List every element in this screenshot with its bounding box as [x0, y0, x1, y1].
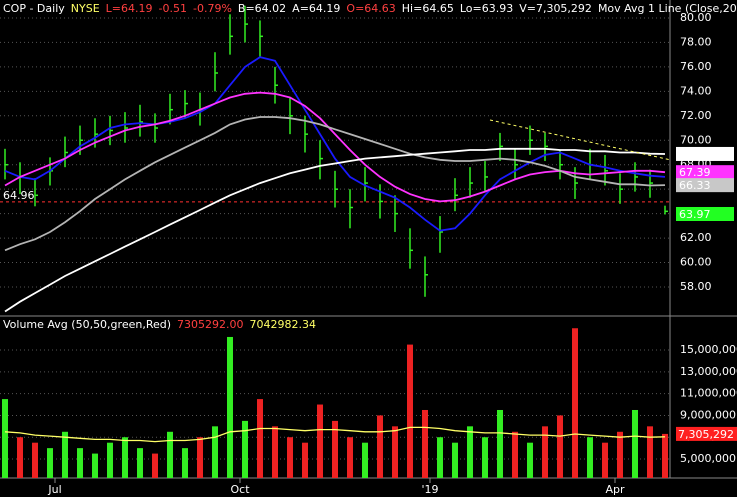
price-tag-box [676, 178, 734, 193]
y-tick-label: 74.00 [680, 84, 712, 97]
volume-average [4, 426, 666, 443]
volume-bar [557, 415, 563, 478]
volume-bar [617, 431, 623, 478]
volume-bar [632, 409, 638, 478]
volume-bar [572, 328, 578, 478]
volume-bar [197, 437, 203, 478]
volume-bar [467, 426, 473, 478]
header-item: -0.79% [193, 2, 232, 15]
volume-bar [122, 437, 128, 478]
volume-bar [482, 437, 488, 478]
header-item: Hi=64.65 [402, 2, 454, 15]
volume-bar [512, 431, 518, 478]
y-tick-label: 13,000,000 [680, 365, 737, 378]
x-tick-label: Jul [47, 483, 61, 496]
price-tag: 68.88 [679, 148, 711, 161]
volume-bar [2, 399, 8, 478]
volume-tag: 7,305,292 [678, 428, 734, 441]
trendline [489, 119, 671, 161]
header-item: V=7,305,292 [519, 2, 592, 15]
header-item: Mov Avg 1 Line (Close,200,0, [598, 2, 737, 15]
volume-tag-box [676, 426, 737, 441]
volume-bar [662, 433, 668, 478]
y-tick-label: 76.00 [680, 60, 712, 73]
header-item: 7305292.00 [177, 318, 243, 331]
moving-average [4, 56, 666, 232]
volume-bar [62, 431, 68, 478]
volume-bar [47, 448, 53, 478]
volume-bar [287, 437, 293, 478]
header-item: NYSE [71, 2, 100, 15]
y-tick-label: 5,000,000 [680, 452, 736, 465]
y-tick-label: 60.00 [680, 256, 712, 269]
moving-average [4, 91, 666, 203]
header-item: B=64.02 [238, 2, 286, 15]
volume-bar [182, 448, 188, 478]
volume-bar [77, 448, 83, 478]
header-item: A=64.19 [292, 2, 340, 15]
volume-bar [347, 437, 353, 478]
price-tag-box [676, 146, 734, 161]
y-tick-label: 11,000,000 [680, 387, 737, 400]
volume-bar [32, 442, 38, 478]
y-tick-label: 72.00 [680, 109, 712, 122]
volume-bar [17, 437, 23, 478]
y-tick-label: 78.00 [680, 35, 712, 48]
support-label: 64.96 [3, 189, 35, 202]
y-tick-label: 70.00 [680, 133, 712, 146]
volume-bar [242, 420, 248, 478]
volume-bar [647, 426, 653, 478]
price-tag-box [676, 206, 734, 221]
y-tick-label: 58.00 [680, 280, 712, 293]
header-item: Lo=63.93 [460, 2, 513, 15]
volume-bar [272, 426, 278, 478]
volume-bar [392, 426, 398, 478]
header-item: O=64.63 [346, 2, 395, 15]
volume-bar [452, 442, 458, 478]
moving-average [4, 147, 666, 313]
y-tick-label: 80.00 [680, 11, 712, 24]
volume-bar [92, 453, 98, 478]
y-tick-label: 9,000,000 [680, 408, 736, 421]
volume-bar [107, 442, 113, 478]
volume-bar [602, 442, 608, 478]
moving-average [4, 116, 666, 252]
x-tick-label: '19 [421, 483, 438, 496]
volume-bar [167, 431, 173, 478]
volume-bar [527, 442, 533, 478]
x-tick-label: Oct [230, 483, 250, 496]
header-item: L=64.19 [106, 2, 153, 15]
price-tag: 67.39 [679, 166, 711, 179]
price-tag: 66.33 [679, 179, 711, 192]
volume-bar [497, 409, 503, 478]
volume-bar [422, 409, 428, 478]
y-tick-label: 15,000,000 [680, 343, 737, 356]
header: Volume Avg (50,50,green,Red) 7305292.00 70… [3, 318, 316, 331]
header: COP - Daily NYSE L=64.19 -0.51 -0.79% B=64.02… [3, 2, 737, 15]
volume-bar [227, 336, 233, 478]
volume-bar [377, 415, 383, 478]
volume-bar [587, 437, 593, 478]
header-item: -0.51 [159, 2, 187, 15]
volume-bar [332, 420, 338, 478]
volume-bar [137, 448, 143, 478]
price-tag: 63.97 [679, 208, 711, 221]
y-tick-label: 62.00 [680, 231, 712, 244]
price-tag-box [676, 165, 734, 180]
volume-bar [437, 437, 443, 478]
volume-bar [317, 404, 323, 478]
header-item: 7042982.34 [250, 318, 316, 331]
volume-bar [362, 442, 368, 478]
volume-bar [257, 399, 263, 478]
volume-bar [302, 442, 308, 478]
volume-bar [407, 344, 413, 478]
volume-bar [152, 453, 158, 478]
volume-bar [542, 426, 548, 478]
x-tick-label: Apr [605, 483, 625, 496]
header-item: COP - Daily [3, 2, 65, 15]
header-item: Volume Avg (50,50,green,Red) [3, 318, 171, 331]
volume-bar [212, 426, 218, 478]
